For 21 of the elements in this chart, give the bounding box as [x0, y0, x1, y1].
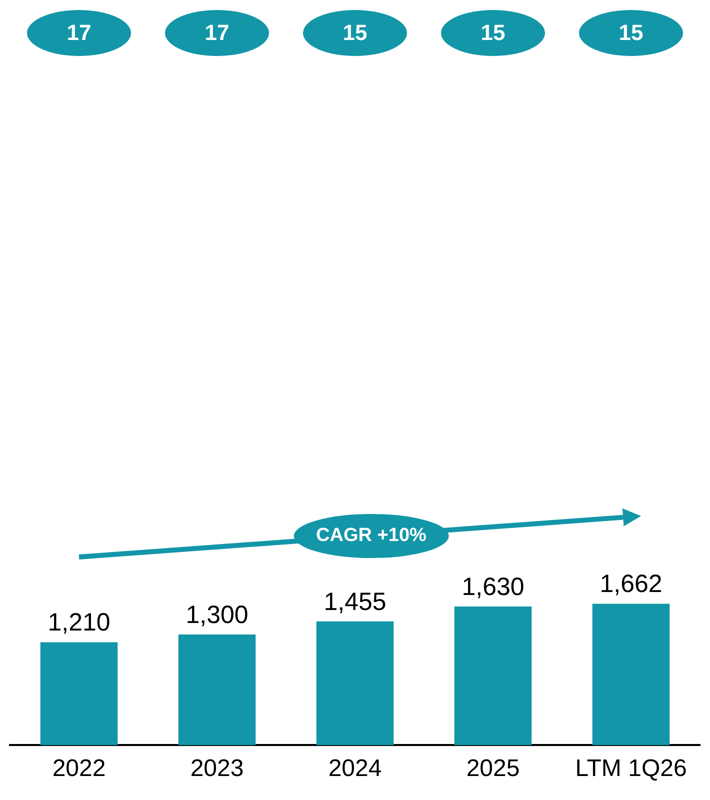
data-label: 1,300 — [186, 600, 248, 629]
x-tick-label: LTM 1Q26 — [575, 755, 687, 782]
x-tick-label: 2025 — [466, 755, 520, 782]
text: 17 — [27, 10, 131, 56]
text: 15 — [579, 10, 683, 56]
bar — [454, 606, 532, 746]
bar — [592, 604, 670, 746]
data-label: 1,662 — [600, 570, 662, 598]
data-label: 1,455 — [324, 588, 386, 616]
text: 17 — [165, 10, 269, 56]
text: 15 — [441, 10, 545, 56]
x-tick-label: 2023 — [190, 755, 244, 782]
text: CAGR +10% — [294, 514, 448, 558]
bar — [178, 634, 256, 746]
data-label: 1,630 — [462, 572, 524, 601]
bar — [316, 621, 394, 746]
x-tick-label: 2024 — [328, 755, 382, 782]
x-tick-label: 2022 — [52, 755, 106, 782]
data-label: 1,210 — [48, 608, 110, 637]
text: 15 — [303, 10, 407, 56]
bar — [40, 642, 118, 746]
